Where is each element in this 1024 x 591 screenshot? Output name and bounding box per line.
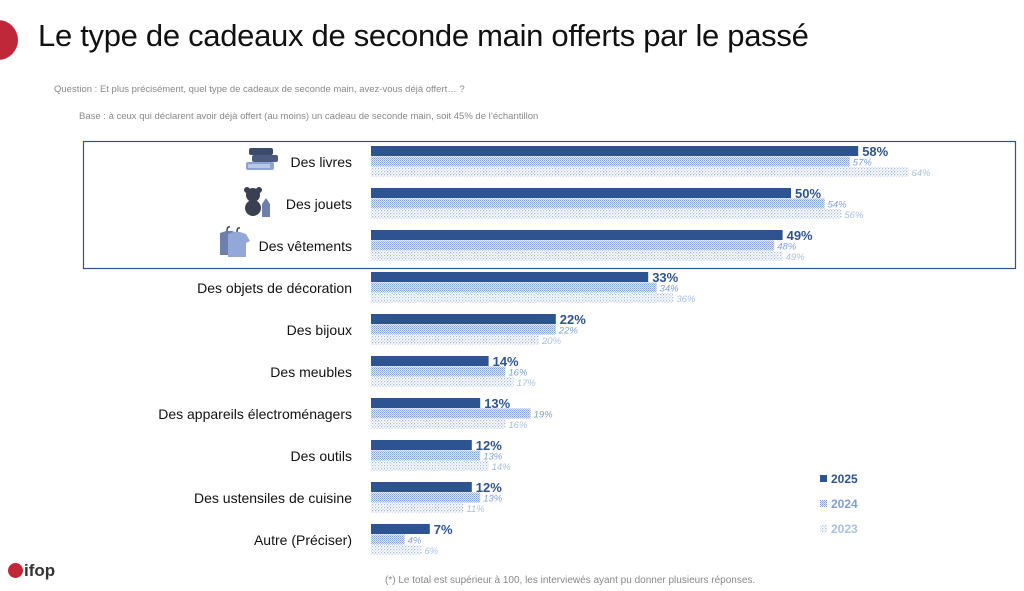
bar-2025 [371, 440, 472, 450]
footnote: (*) Le total est supérieur à 100, les in… [385, 575, 756, 586]
data-label-2024: 19% [534, 410, 554, 421]
bar-2023 [371, 461, 489, 471]
bar-2025 [371, 230, 783, 240]
bar-2023 [371, 377, 514, 387]
page-title: Le type de cadeaux de seconde main offer… [38, 18, 809, 53]
data-label-2024: 22% [558, 326, 579, 337]
bar-2024 [371, 450, 481, 461]
highlight-box [82, 140, 1017, 270]
teddy-bear-icon [244, 187, 270, 217]
data-label-2023: 64% [912, 168, 932, 179]
bar-2024 [371, 198, 825, 209]
data-label-2024: 4% [408, 536, 422, 547]
data-label-2024: 16% [508, 368, 528, 379]
data-label-2025: 22% [560, 312, 586, 327]
bar-2025 [371, 314, 556, 324]
data-label-2025: 58% [862, 144, 888, 159]
bar-2023 [371, 209, 842, 219]
legend-swatch-2023 [820, 525, 827, 532]
data-label-2024: 34% [660, 284, 680, 295]
bar-2023 [371, 503, 464, 513]
data-label-2025: 12% [476, 480, 502, 495]
data-label-2024: 13% [483, 494, 503, 505]
bar-2024 [371, 324, 556, 335]
data-label-2024: 48% [777, 242, 797, 253]
data-label-2025: 14% [493, 354, 519, 369]
data-label-2023: 56% [844, 210, 864, 221]
bar-2025 [371, 482, 472, 492]
data-label-2025: 50% [795, 186, 821, 201]
base-text: Base : à ceux qui déclarent avoir déjà o… [79, 111, 539, 122]
data-label-2023: 11% [466, 504, 485, 515]
legend-swatch-2024 [820, 500, 827, 507]
category-label: Des outils [291, 448, 352, 464]
bar-2024 [371, 282, 657, 293]
data-label-2023: 20% [541, 336, 562, 347]
legend-label: 2023 [831, 522, 858, 536]
bar-2023 [371, 335, 539, 345]
ifop-logo: ifop [8, 561, 55, 581]
category-label: Des bijoux [287, 322, 352, 338]
data-label-2023: 14% [492, 462, 512, 473]
data-label-2025: 12% [476, 438, 502, 453]
clothes-icon [220, 226, 250, 257]
category-label: Des vêtements [259, 238, 352, 254]
data-label-2024: 54% [828, 200, 848, 211]
bar-2024 [371, 492, 481, 503]
bar-2024 [371, 366, 506, 377]
brand-dot [0, 20, 18, 60]
data-label-2023: 6% [424, 546, 438, 557]
legend-label: 2025 [831, 472, 858, 486]
bar-2025 [371, 398, 481, 408]
category-label: Des objets de décoration [197, 280, 352, 296]
data-label-2023: 17% [517, 378, 537, 389]
data-label-2025: 13% [484, 396, 510, 411]
data-label-2023: 49% [786, 252, 806, 263]
category-label: Des jouets [286, 196, 352, 212]
data-label-2025: 7% [434, 522, 453, 537]
category-label: Des livres [291, 154, 352, 170]
bar-2024 [371, 534, 405, 545]
bar-2023 [371, 545, 422, 555]
data-label-2025: 49% [787, 228, 813, 243]
bar-2025 [371, 188, 791, 198]
data-label-2023: 16% [508, 420, 528, 431]
bar-2024 [371, 240, 775, 251]
books-icon [246, 148, 278, 170]
category-label: Des ustensiles de cuisine [194, 490, 352, 506]
question-text: Question : Et plus précisément, quel typ… [54, 84, 465, 95]
legend-label: 2024 [831, 497, 858, 511]
category-label: Autre (Préciser) [254, 532, 352, 548]
data-label-2023: 36% [676, 294, 696, 305]
bar-2023 [371, 167, 909, 177]
data-label-2024: 57% [853, 158, 873, 169]
category-label: Des appareils électroménagers [158, 406, 352, 422]
bar-2023 [371, 293, 674, 303]
bar-2025 [371, 356, 489, 366]
bar-2025 [371, 272, 649, 282]
bar-2024 [371, 408, 531, 419]
bar-2024 [371, 156, 850, 167]
bar-2025 [371, 146, 859, 156]
bar-2023 [371, 419, 506, 429]
data-label-2024: 13% [483, 452, 503, 463]
legend-swatch-2025 [820, 475, 827, 482]
data-label-2025: 33% [652, 270, 678, 285]
bar-2023 [371, 251, 783, 261]
bar-2025 [371, 524, 430, 534]
category-label: Des meubles [270, 364, 352, 380]
